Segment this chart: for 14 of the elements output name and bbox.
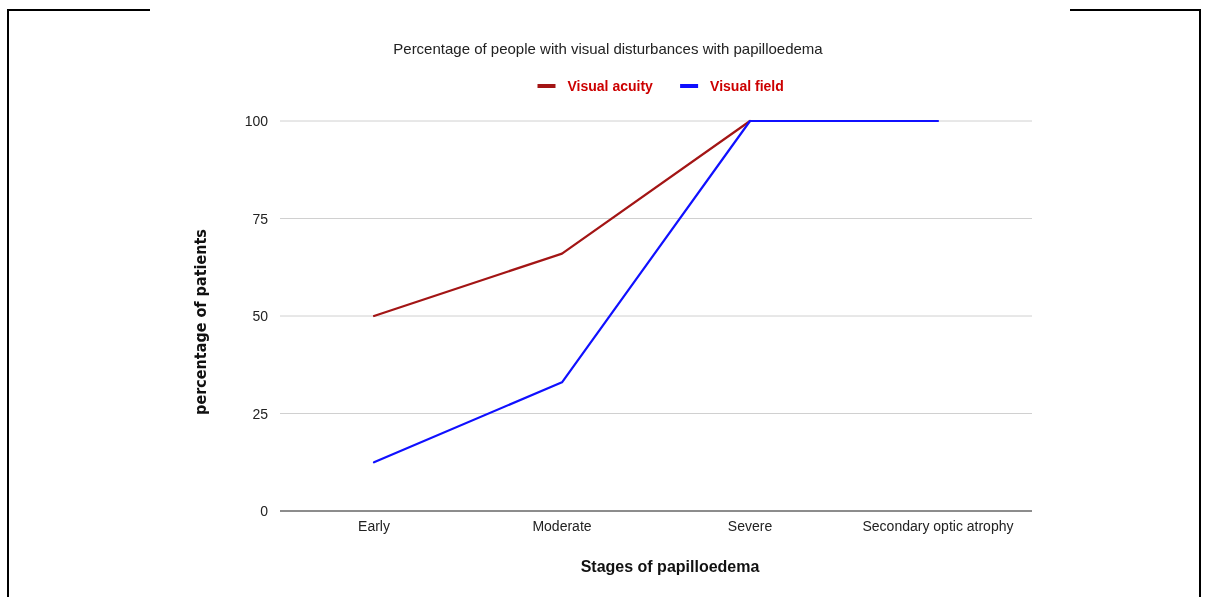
y-tick-label: 25 xyxy=(252,405,269,422)
legend-label: Visual acuity xyxy=(567,78,654,94)
x-axis-title: Stages of papilloedema xyxy=(580,558,760,575)
chart-title: Percentage of people with visual disturbances with papilloedema xyxy=(393,40,824,57)
x-tick-label: Moderate xyxy=(532,518,592,534)
x-tick-label: Severe xyxy=(727,518,773,534)
legend-label: Visual field xyxy=(710,78,784,94)
x-tick-label: Secondary optic atrophy xyxy=(862,518,1014,534)
y-axis-title: percentage of patients xyxy=(191,229,210,415)
y-tick-label: 0 xyxy=(260,503,269,519)
y-tick-label: 75 xyxy=(252,210,269,227)
y-tick-label: 100 xyxy=(244,113,269,129)
x-tick-label: Early xyxy=(358,518,390,534)
y-tick-label: 50 xyxy=(252,308,269,324)
